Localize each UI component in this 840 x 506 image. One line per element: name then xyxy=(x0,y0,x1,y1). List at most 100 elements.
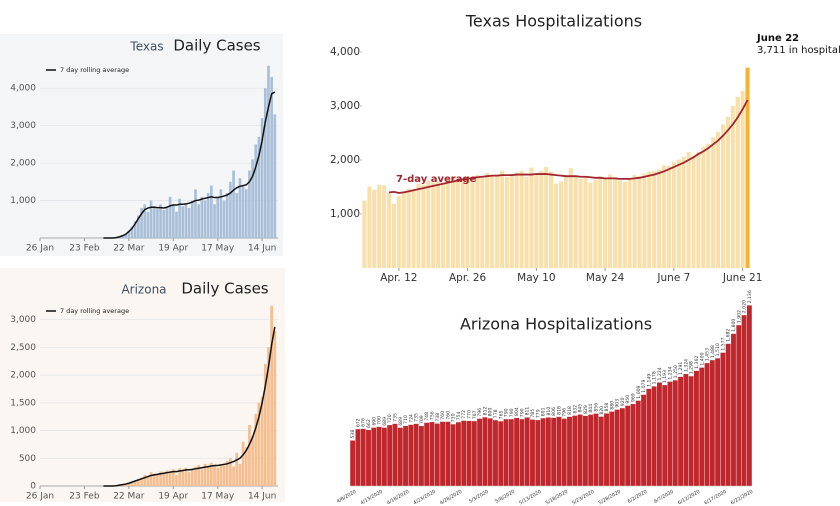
bar xyxy=(482,417,488,486)
bar xyxy=(539,170,544,268)
bar xyxy=(704,363,710,486)
bar xyxy=(604,413,609,486)
bar xyxy=(137,215,140,238)
bar xyxy=(200,469,204,486)
bar xyxy=(508,419,514,486)
x-tick-label: 5/18/2020 xyxy=(545,489,569,506)
bar xyxy=(720,352,726,486)
value-label: 1,682 xyxy=(726,329,732,342)
value-label: 1,324 xyxy=(683,359,689,372)
value-label: 790 xyxy=(504,408,510,417)
bar xyxy=(549,171,554,268)
y-tick-label: 0 xyxy=(30,482,36,492)
bar xyxy=(691,155,696,268)
x-tick-label: 5/23/2020 xyxy=(571,489,595,506)
bar xyxy=(460,179,465,268)
value-label: 748 xyxy=(424,412,430,421)
y-tick-label: 4,000 xyxy=(10,84,36,94)
bar xyxy=(200,196,204,238)
bar xyxy=(382,185,387,268)
bar xyxy=(519,419,525,486)
bar xyxy=(392,423,398,486)
bar xyxy=(194,189,197,238)
bar xyxy=(171,469,175,486)
bar xyxy=(493,420,498,486)
bar xyxy=(386,192,392,268)
bar xyxy=(641,394,646,486)
bar xyxy=(485,172,490,268)
value-label: 662 xyxy=(366,419,372,428)
value-label: 778 xyxy=(493,409,499,418)
bar xyxy=(436,182,441,268)
value-label: 1,224 xyxy=(657,367,663,380)
value-label: 538 xyxy=(350,430,356,439)
bar xyxy=(416,183,421,268)
bar xyxy=(187,208,191,238)
bar xyxy=(529,167,534,268)
bar xyxy=(609,411,615,486)
bar xyxy=(127,482,131,486)
bar xyxy=(244,189,248,238)
bar xyxy=(143,474,147,486)
bar xyxy=(495,175,500,268)
value-label: 710 xyxy=(403,415,409,424)
x-tick-label: June 21 xyxy=(722,272,763,284)
value-label: 767 xyxy=(472,410,478,419)
x-tick-label: 6/17/2020 xyxy=(703,489,727,506)
x-tick-label: 6/2/2020 xyxy=(627,489,649,505)
y-tick-label: 1,500 xyxy=(10,398,36,408)
bar xyxy=(470,177,475,268)
x-tick-label: 26 Jan xyxy=(26,492,54,502)
bar xyxy=(445,178,451,268)
bar xyxy=(725,343,731,486)
y-tick-label: 1,000 xyxy=(10,196,36,206)
bar xyxy=(267,65,270,238)
chart-title: Texas Hospitalizations xyxy=(465,12,642,31)
bar xyxy=(168,196,172,238)
bar xyxy=(181,206,185,238)
line xyxy=(388,99,749,194)
bar xyxy=(210,462,213,486)
bar xyxy=(487,418,493,486)
value-label: 796 xyxy=(562,408,568,417)
x-tick-label: 4/28/2020 xyxy=(439,489,463,506)
bar xyxy=(740,90,745,268)
bar xyxy=(746,305,752,486)
bar xyxy=(593,413,599,486)
bar xyxy=(184,204,188,238)
bar xyxy=(736,325,742,486)
bar xyxy=(614,409,620,486)
bar xyxy=(582,415,588,486)
x-tick-label: 17 May xyxy=(201,492,235,502)
bar xyxy=(612,177,617,268)
bar xyxy=(156,208,159,238)
bar xyxy=(270,305,273,486)
bar xyxy=(372,189,377,268)
value-label: 903 xyxy=(615,399,621,408)
bar xyxy=(735,96,740,268)
bar xyxy=(251,159,254,238)
bar xyxy=(127,230,131,238)
x-tick-label: May 10 xyxy=(517,272,555,284)
y-tick-label: 2,000 xyxy=(330,154,360,166)
bar xyxy=(480,177,485,268)
bar xyxy=(651,386,657,486)
bar xyxy=(140,477,143,486)
value-label: 1,178 xyxy=(652,371,658,384)
bar xyxy=(514,172,519,268)
value-label: 845 xyxy=(578,404,584,413)
bar xyxy=(408,424,414,486)
bar xyxy=(627,178,632,268)
annotation: 3,711 in hospital xyxy=(757,45,840,56)
value-label: 738 xyxy=(435,413,441,422)
bar xyxy=(165,470,169,486)
bar xyxy=(418,426,424,486)
x-tick-label: 4/23/2020 xyxy=(412,489,436,506)
value-label: 720 xyxy=(387,414,393,423)
chart-title: Arizona Hospitalizations xyxy=(460,315,652,334)
bar xyxy=(711,137,716,268)
bar xyxy=(362,200,367,268)
bar xyxy=(162,209,166,238)
bar xyxy=(699,367,705,486)
bar xyxy=(553,183,559,268)
